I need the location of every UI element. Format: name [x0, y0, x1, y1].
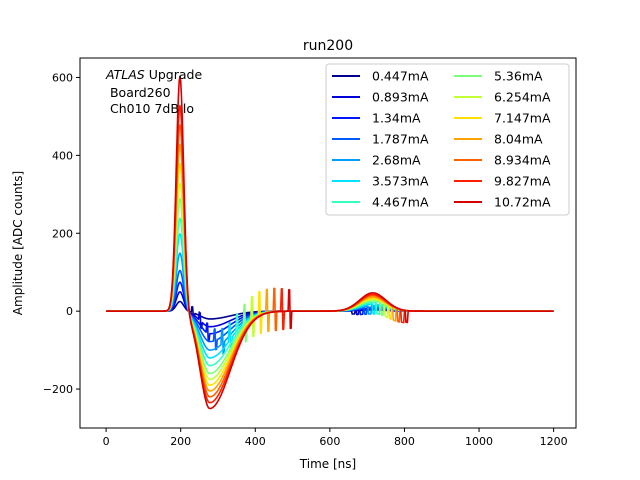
- legend-box: [325, 63, 570, 216]
- y-axis-label: Amplitude [ADC counts]: [11, 171, 25, 315]
- y-tick-label: 0: [66, 305, 73, 318]
- plot-frame: [79, 57, 577, 429]
- x-tick-label: 200: [170, 435, 191, 448]
- legend-label: 4.467mA: [372, 195, 429, 210]
- series-layer: [106, 75, 554, 410]
- annotation-channel: Ch010 7dB lo: [106, 101, 194, 116]
- chart-title: run200: [303, 38, 353, 54]
- x-axis: 0 200 400 600 800 1000 1200: [103, 428, 568, 448]
- y-tick-label: −200: [43, 383, 73, 396]
- x-tick-label: 1200: [540, 435, 568, 448]
- x-axis-label: Time [ns]: [299, 457, 356, 471]
- legend-label: 0.447mA: [372, 69, 429, 84]
- svg-text:ATLAS Upgrade: ATLAS Upgrade: [105, 67, 202, 82]
- x-tick-label: 1000: [465, 435, 493, 448]
- legend-label: 1.34mA: [372, 111, 421, 126]
- legend-label: 6.254mA: [494, 90, 551, 105]
- legend-label: 3.573mA: [372, 174, 429, 189]
- legend-label: 0.893mA: [372, 90, 429, 105]
- legend-label: 8.04mA: [494, 132, 543, 147]
- y-tick-label: 400: [52, 149, 73, 162]
- legend-label: 5.36mA: [494, 69, 543, 84]
- legend-label: 8.934mA: [494, 153, 551, 168]
- atlas-annotation: ATLAS Upgrade Board260 Ch010 7dB lo: [105, 67, 202, 116]
- x-tick-label: 800: [394, 435, 415, 448]
- series-line-13: [106, 75, 554, 410]
- legend-label: 9.827mA: [494, 174, 551, 189]
- x-tick-label: 400: [245, 435, 266, 448]
- y-tick-label: 600: [52, 71, 73, 84]
- x-tick-label: 600: [319, 435, 340, 448]
- legend-label: 1.787mA: [372, 132, 429, 147]
- legend-label: 2.68mA: [372, 153, 421, 168]
- y-tick-label: 200: [52, 227, 73, 240]
- legend-label: 10.72mA: [494, 195, 551, 210]
- x-tick-label: 0: [103, 435, 110, 448]
- y-axis: −200 0 200 400 600: [43, 71, 80, 396]
- annotation-board: Board260: [106, 85, 171, 100]
- legend-label: 7.147mA: [494, 111, 551, 126]
- annotation-atlas: ATLAS: [105, 67, 145, 82]
- annotation-upgrade: Upgrade: [145, 67, 203, 82]
- legend: 0.447mA 0.893mA 1.34mA 1.787mA 2.68mA 3.573mA…: [325, 63, 570, 216]
